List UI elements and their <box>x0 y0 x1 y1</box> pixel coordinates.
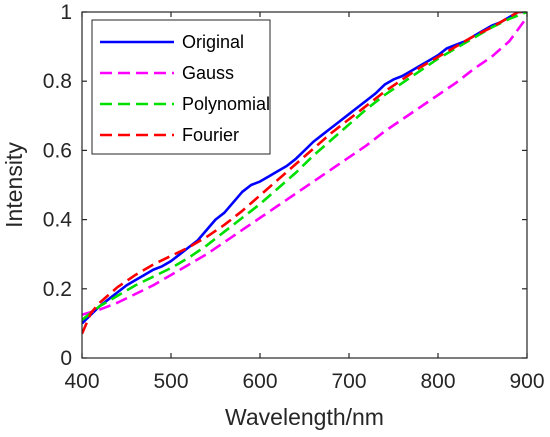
series-line-polynomial <box>82 12 527 321</box>
legend-label-gauss: Gauss <box>182 63 234 83</box>
y-tick-label: 0.8 <box>43 70 72 93</box>
legend-label-original: Original <box>182 32 244 52</box>
x-tick-label: 500 <box>153 370 188 393</box>
y-tick-label: 1 <box>60 1 72 24</box>
axes-frame <box>81 11 528 359</box>
legend: Original Gauss Polynomial Fourier <box>91 19 271 155</box>
y-tick-label: 0 <box>60 347 72 370</box>
series-line-original <box>82 12 527 325</box>
x-tick-label: 900 <box>509 370 544 393</box>
series-group <box>82 12 527 335</box>
x-tick-label: 600 <box>242 370 277 393</box>
axes-group: 400 500 600 700 800 900 0 0.2 0.4 0.6 0.8 1 <box>43 1 545 393</box>
x-tick-label: 700 <box>331 370 366 393</box>
y-tick-label: 0.4 <box>43 209 73 232</box>
series-line-fourier <box>82 12 527 335</box>
y-tick-label: 0.2 <box>43 278 72 301</box>
y-axis-label: Intensity <box>1 142 27 228</box>
y-tick-label: 0.6 <box>43 139 72 162</box>
x-tick-label: 800 <box>420 370 455 393</box>
series-line-gauss <box>82 16 527 316</box>
legend-label-fourier: Fourier <box>182 125 239 145</box>
x-axis-label: Wavelength/nm <box>225 404 384 430</box>
legend-label-polynomial: Polynomial <box>182 94 270 114</box>
x-tick-label: 400 <box>64 370 99 393</box>
